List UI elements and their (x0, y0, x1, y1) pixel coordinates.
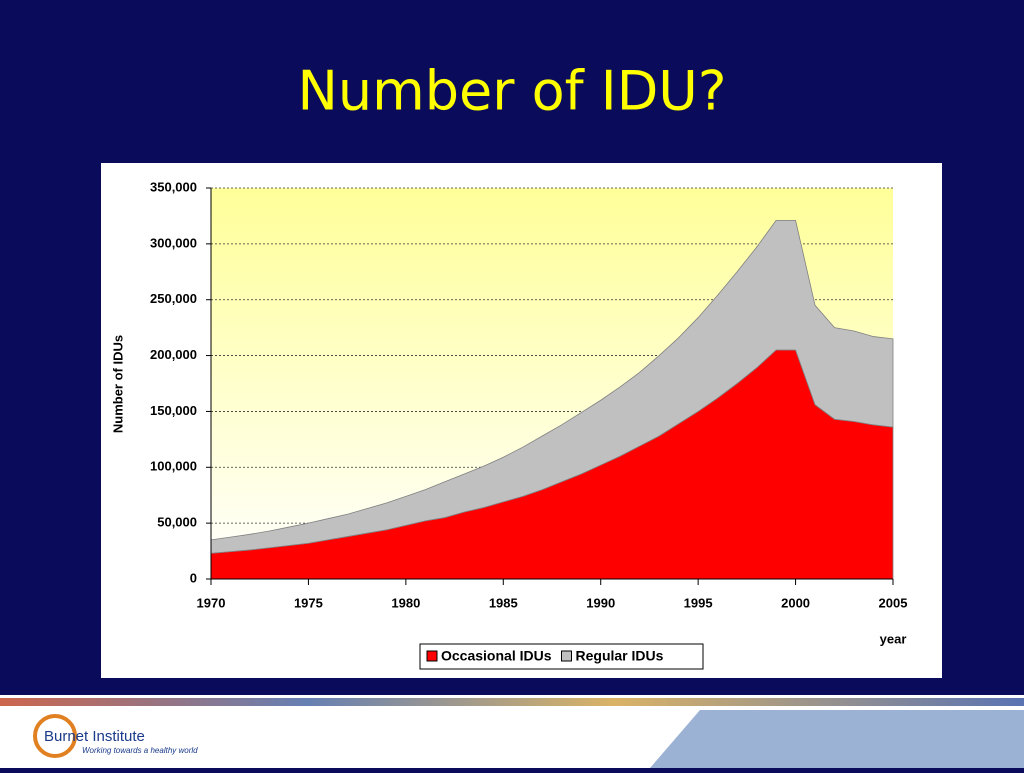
y-axis-label: Number of IDUs (110, 335, 125, 433)
slide-title: Number of IDU? (298, 60, 727, 123)
legend-swatch (426, 650, 438, 662)
legend-label: Occasional IDUs (441, 648, 552, 664)
area (210, 219, 894, 554)
x-tick-label: 1975 (294, 595, 323, 610)
logo-tagline: Working towards a healthy world (82, 746, 198, 755)
y-tick-label: 300,000 (150, 235, 197, 250)
footer-image (650, 710, 1024, 768)
y-tick-label: 250,000 (150, 291, 197, 306)
x-tick-label: 1990 (586, 595, 615, 610)
x-tick-label: 2000 (781, 595, 810, 610)
y-tick-label: 0 (190, 570, 197, 585)
x-tick-label: 1985 (489, 595, 518, 610)
y-tick-label: 150,000 (150, 403, 197, 418)
legend-swatch (561, 650, 572, 662)
y-tick-label: 200,000 (150, 347, 197, 362)
x-tick-label: 1980 (391, 595, 420, 610)
logo-mark (33, 714, 77, 758)
x-tick-label: 1995 (684, 595, 713, 610)
x-axis-label: year (880, 631, 907, 646)
legend: Occasional IDUs Regular IDUs (419, 643, 704, 670)
logo-name: Burnet Institute (44, 728, 145, 745)
y-tick-label: 50,000 (157, 515, 197, 530)
footer-strip (0, 698, 1024, 706)
x-tick-label: 2005 (879, 595, 908, 610)
y-tick-label: 100,000 (150, 459, 197, 474)
y-tick-label: 350,000 (150, 179, 197, 194)
legend-label: Regular IDUs (576, 648, 664, 664)
x-tick-label: 1970 (197, 595, 226, 610)
